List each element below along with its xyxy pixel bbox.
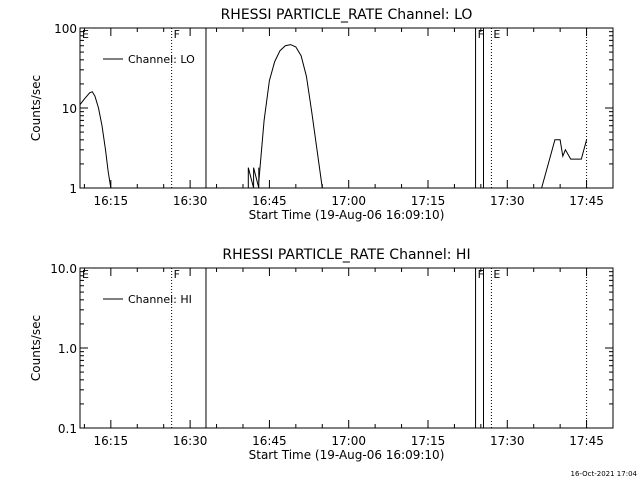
series-line xyxy=(541,139,588,189)
event-marker-label: E xyxy=(82,268,89,281)
x-tick-label: 17:45 xyxy=(569,194,604,208)
x-tick-label: 16:30 xyxy=(173,194,208,208)
y-tick-label: 10 xyxy=(62,102,77,116)
hi-channel-panel: RHESSI PARTICLE_RATE Channel: HI 16:15 16:… xyxy=(29,247,614,462)
series-line xyxy=(258,44,323,189)
plot-frame xyxy=(79,27,614,189)
legend-label: Channel: HI xyxy=(128,293,192,306)
event-marker-label: F xyxy=(174,28,180,41)
legend-label: Channel: LO xyxy=(128,53,195,66)
event-marker-label: E xyxy=(493,28,500,41)
x-tick-label: 17:00 xyxy=(331,194,366,208)
x-tick-label: 17:30 xyxy=(490,434,525,448)
y-axis-label: Counts/sec xyxy=(29,315,43,381)
y-tick-label: 100 xyxy=(54,22,77,36)
x-tick-label: 16:30 xyxy=(173,434,208,448)
x-tick-label: 16:15 xyxy=(94,194,129,208)
y-tick-label: 0.1 xyxy=(58,422,77,436)
plot-frame xyxy=(79,267,614,429)
x-tick-label: 17:15 xyxy=(411,434,446,448)
x-axis-label: Start Time (19-Aug-06 16:09:10) xyxy=(249,208,445,222)
event-marker-label: F xyxy=(478,268,484,281)
x-tick-label: 17:00 xyxy=(331,434,366,448)
event-marker-label: E xyxy=(493,268,500,281)
lo-channel-panel: RHESSI PARTICLE_RATE Channel: LO 16:15 16:… xyxy=(29,7,614,222)
event-marker-label: F xyxy=(478,28,484,41)
series-line xyxy=(79,91,112,189)
series-line xyxy=(247,167,260,189)
x-tick-label: 16:45 xyxy=(252,434,287,448)
y-tick-label: 1 xyxy=(69,182,77,196)
y-axis-label: Counts/sec xyxy=(29,75,43,141)
y-tick-label: 10.0 xyxy=(50,262,77,276)
x-tick-label: 17:45 xyxy=(569,434,604,448)
x-axis-label: Start Time (19-Aug-06 16:09:10) xyxy=(249,448,445,462)
chart-title: RHESSI PARTICLE_RATE Channel: HI xyxy=(222,247,470,263)
event-marker-label: F xyxy=(174,268,180,281)
x-tick-label: 17:30 xyxy=(490,194,525,208)
event-marker-label: E xyxy=(82,28,89,41)
chart-title: RHESSI PARTICLE_RATE Channel: LO xyxy=(221,7,473,23)
x-tick-label: 16:15 xyxy=(94,434,129,448)
x-tick-label: 17:15 xyxy=(411,194,446,208)
y-tick-label: 1.0 xyxy=(58,342,77,356)
footer-timestamp: 16-Oct-2021 17:04 xyxy=(571,470,638,478)
x-tick-label: 16:45 xyxy=(252,194,287,208)
